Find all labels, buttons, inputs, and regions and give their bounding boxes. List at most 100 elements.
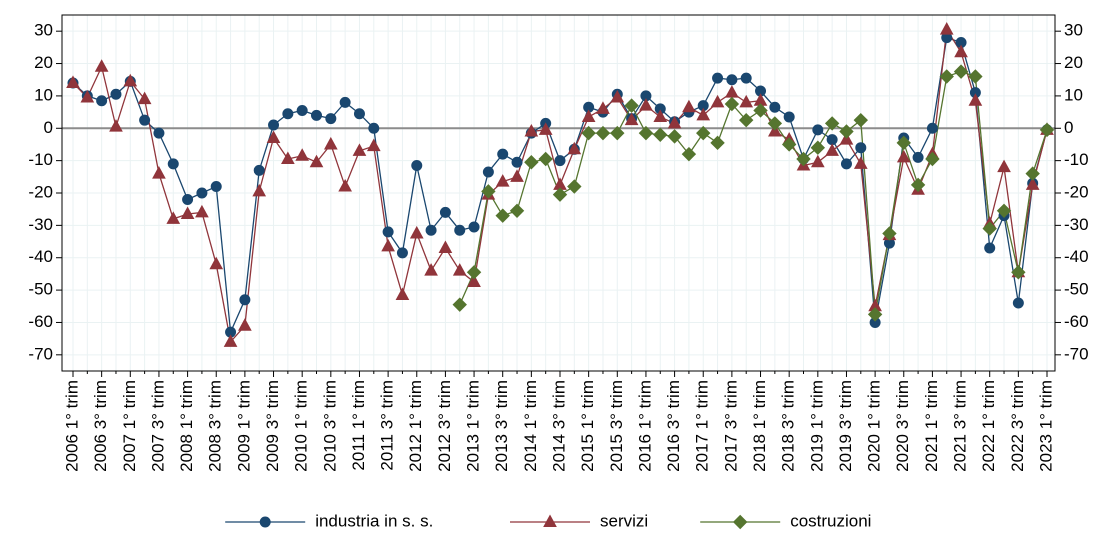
x-tick-label: 2013 3° trim <box>492 380 511 472</box>
y2-tick-label: 10 <box>1064 85 1083 104</box>
y-tick-label: -10 <box>28 150 53 169</box>
x-tick-label: 2014 3° trim <box>549 380 568 472</box>
marker <box>196 187 208 199</box>
marker <box>325 113 337 125</box>
marker <box>867 307 883 322</box>
marker <box>454 224 466 236</box>
marker <box>712 72 724 84</box>
marker <box>439 206 451 218</box>
marker <box>152 166 166 179</box>
marker <box>769 101 781 113</box>
marker <box>543 514 557 527</box>
marker <box>524 155 539 170</box>
marker <box>953 64 969 79</box>
marker <box>753 103 768 118</box>
y2-tick-label: -10 <box>1064 150 1089 169</box>
marker <box>925 151 940 167</box>
x-tick-label: 2016 3° trim <box>664 380 683 472</box>
marker <box>266 130 281 143</box>
marker <box>182 193 194 205</box>
y-tick-label: -60 <box>28 312 53 331</box>
marker <box>497 148 509 160</box>
y-tick-label: -40 <box>28 247 53 266</box>
y-tick-label: 10 <box>34 85 53 104</box>
marker <box>381 238 395 252</box>
x-tick-label: 2013 1° trim <box>464 380 483 472</box>
marker <box>352 143 367 156</box>
marker <box>926 122 938 134</box>
marker <box>968 69 983 84</box>
marker <box>1025 177 1040 190</box>
x-tick-label: 2018 3° trim <box>779 380 798 472</box>
marker <box>481 184 496 199</box>
marker <box>968 93 983 106</box>
marker <box>825 143 839 156</box>
x-tick-label: 2020 1° trim <box>865 380 884 472</box>
x-tick-label: 2011 3° trim <box>378 380 397 471</box>
x-tick-label: 2015 1° trim <box>578 380 597 472</box>
marker <box>167 158 179 170</box>
marker <box>595 125 611 141</box>
y2-tick-label: 20 <box>1064 53 1083 72</box>
marker <box>239 294 251 306</box>
x-tick-label: 2008 1° trim <box>177 380 196 472</box>
x-tick-label: 2020 3° trim <box>893 380 912 472</box>
marker <box>855 142 867 154</box>
marker <box>466 265 482 280</box>
x-tick-label: 2017 1° trim <box>693 380 712 472</box>
marker <box>209 256 224 270</box>
marker <box>353 108 365 120</box>
x-tick-label: 2022 3° trim <box>1008 380 1027 472</box>
marker <box>624 112 639 126</box>
marker <box>996 203 1012 219</box>
marker <box>323 136 338 150</box>
marker <box>281 151 295 165</box>
marker <box>509 203 525 219</box>
marker <box>710 135 725 151</box>
marker <box>123 73 138 87</box>
marker <box>452 263 467 276</box>
marker <box>538 151 553 167</box>
marker <box>524 123 539 137</box>
y-tick-label: -70 <box>28 344 53 363</box>
marker <box>554 155 566 167</box>
marker <box>195 204 209 218</box>
x-tick-label: 2018 1° trim <box>750 380 769 472</box>
marker <box>781 137 797 152</box>
legend-label: industria in s. s. <box>315 511 433 530</box>
marker <box>982 221 997 236</box>
marker <box>738 112 754 128</box>
marker <box>653 127 668 142</box>
marker <box>984 242 996 254</box>
marker <box>382 226 394 238</box>
marker <box>538 122 553 135</box>
marker <box>853 112 869 128</box>
y-tick-label: -50 <box>28 280 53 299</box>
marker <box>510 169 524 182</box>
marker <box>840 158 852 170</box>
marker <box>268 119 280 131</box>
marker <box>452 297 467 312</box>
marker <box>610 89 625 103</box>
y-tick-label: 20 <box>34 53 53 72</box>
marker <box>438 240 453 254</box>
marker <box>166 211 181 224</box>
marker <box>567 141 582 155</box>
x-tick-label: 2017 3° trim <box>721 380 740 472</box>
y-tick-label: -30 <box>28 215 53 234</box>
y2-tick-label: -70 <box>1064 344 1089 363</box>
x-tick-label: 2022 1° trim <box>979 380 998 472</box>
marker <box>726 74 738 86</box>
x-tick-label: 2021 1° trim <box>922 380 941 472</box>
marker <box>80 89 95 103</box>
marker <box>1025 166 1040 181</box>
marker <box>368 122 380 134</box>
marker <box>396 247 408 259</box>
x-tick-label: 2012 3° trim <box>435 380 454 472</box>
x-tick-label: 2007 3° trim <box>148 380 167 472</box>
marker <box>853 156 868 169</box>
marker <box>424 263 438 276</box>
legend-label: servizi <box>600 511 648 530</box>
marker <box>96 95 108 107</box>
